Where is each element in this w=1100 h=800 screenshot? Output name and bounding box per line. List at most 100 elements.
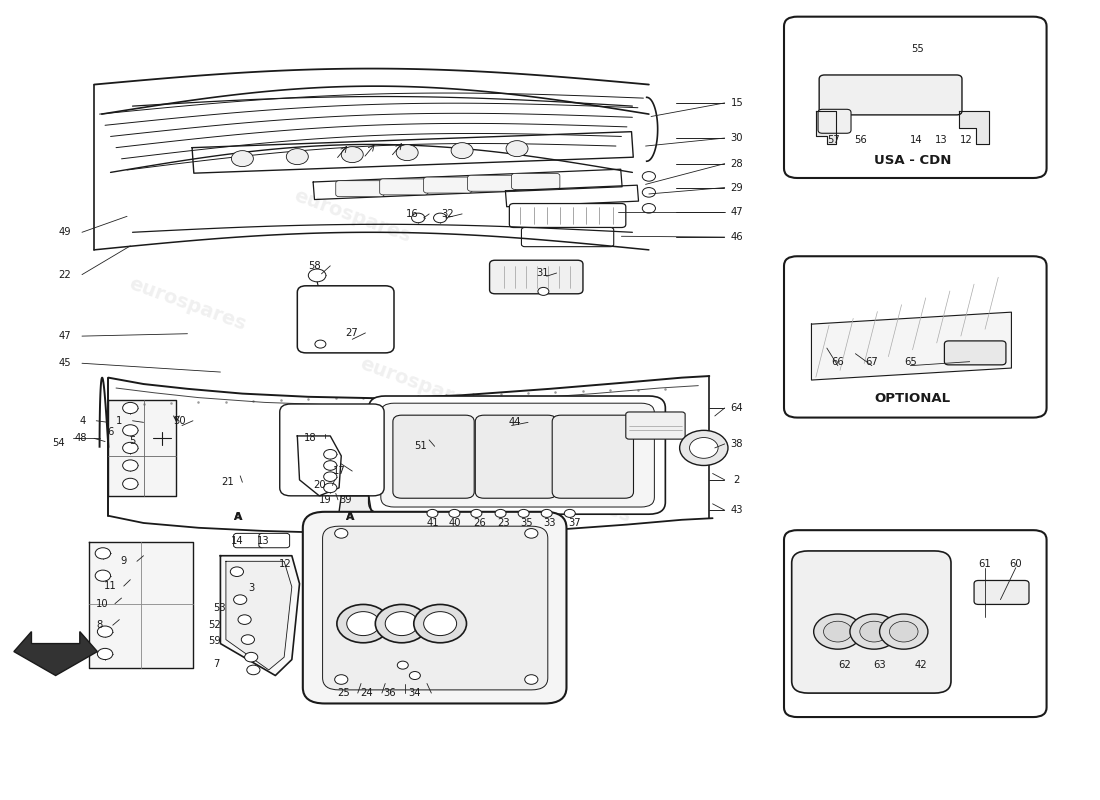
Circle shape — [230, 567, 243, 577]
FancyBboxPatch shape — [521, 227, 614, 246]
Text: 17: 17 — [332, 466, 345, 476]
Polygon shape — [812, 312, 1011, 380]
Circle shape — [315, 340, 326, 348]
Circle shape — [98, 626, 113, 637]
Text: 43: 43 — [730, 506, 743, 515]
Circle shape — [427, 510, 438, 518]
Text: A: A — [345, 511, 354, 522]
Circle shape — [850, 614, 899, 649]
Circle shape — [346, 612, 380, 635]
FancyBboxPatch shape — [368, 396, 666, 514]
Circle shape — [323, 472, 337, 482]
Circle shape — [849, 345, 862, 354]
FancyBboxPatch shape — [820, 75, 962, 115]
FancyBboxPatch shape — [784, 530, 1046, 717]
Circle shape — [334, 529, 348, 538]
Text: 59: 59 — [209, 636, 221, 646]
Circle shape — [495, 510, 506, 518]
Text: 53: 53 — [213, 602, 226, 613]
Text: 44: 44 — [508, 418, 521, 427]
Text: USA - CDN: USA - CDN — [873, 154, 952, 167]
Text: 36: 36 — [383, 688, 396, 698]
Circle shape — [978, 618, 992, 630]
Circle shape — [241, 634, 254, 644]
FancyBboxPatch shape — [475, 415, 557, 498]
Text: 65: 65 — [904, 357, 916, 366]
Text: 64: 64 — [730, 403, 744, 413]
Circle shape — [286, 149, 308, 165]
FancyBboxPatch shape — [279, 404, 384, 496]
Text: 32: 32 — [441, 209, 454, 219]
Text: 45: 45 — [58, 358, 70, 368]
Circle shape — [890, 112, 903, 122]
Circle shape — [824, 622, 852, 642]
Text: 51: 51 — [414, 442, 427, 451]
Text: 25: 25 — [337, 688, 350, 698]
Text: A: A — [346, 511, 354, 522]
FancyBboxPatch shape — [258, 534, 289, 548]
Circle shape — [424, 612, 456, 635]
FancyBboxPatch shape — [381, 403, 654, 507]
FancyBboxPatch shape — [818, 110, 851, 134]
Polygon shape — [816, 111, 836, 145]
Text: 42: 42 — [915, 660, 927, 670]
FancyBboxPatch shape — [302, 512, 566, 703]
Text: 20: 20 — [314, 481, 326, 490]
FancyBboxPatch shape — [379, 179, 428, 195]
Circle shape — [816, 129, 829, 138]
Text: eurospares: eurospares — [292, 186, 414, 246]
Circle shape — [818, 339, 836, 352]
FancyBboxPatch shape — [792, 551, 952, 693]
FancyBboxPatch shape — [552, 415, 634, 498]
Circle shape — [246, 665, 260, 674]
FancyBboxPatch shape — [424, 177, 472, 193]
Text: 38: 38 — [730, 439, 743, 449]
Text: 16: 16 — [406, 209, 419, 219]
FancyBboxPatch shape — [945, 341, 1005, 365]
Circle shape — [409, 671, 420, 679]
Text: 31: 31 — [536, 268, 549, 278]
Polygon shape — [226, 562, 292, 670]
Polygon shape — [89, 542, 192, 667]
Circle shape — [397, 661, 408, 669]
Circle shape — [979, 634, 991, 644]
Text: 9: 9 — [121, 556, 126, 566]
Text: 21: 21 — [222, 478, 234, 487]
Circle shape — [323, 450, 337, 459]
Text: 22: 22 — [58, 270, 70, 280]
Text: OPTIONAL: OPTIONAL — [874, 392, 950, 405]
Text: 62: 62 — [838, 660, 850, 670]
Text: 47: 47 — [730, 207, 744, 218]
Circle shape — [334, 674, 348, 684]
Text: 33: 33 — [543, 518, 557, 528]
Text: 34: 34 — [408, 688, 421, 698]
Text: 14: 14 — [910, 134, 922, 145]
Polygon shape — [959, 111, 989, 145]
Text: 2: 2 — [734, 475, 740, 485]
Text: 26: 26 — [473, 518, 486, 528]
Text: 30: 30 — [730, 133, 743, 143]
Text: 14: 14 — [231, 536, 243, 546]
Circle shape — [385, 612, 418, 635]
Polygon shape — [109, 400, 176, 496]
Text: 5: 5 — [130, 436, 135, 446]
Circle shape — [122, 442, 138, 454]
FancyBboxPatch shape — [784, 17, 1046, 178]
Text: 60: 60 — [1010, 558, 1022, 569]
Text: 24: 24 — [360, 688, 373, 698]
Circle shape — [471, 510, 482, 518]
FancyBboxPatch shape — [626, 412, 685, 439]
Text: 11: 11 — [104, 581, 117, 591]
Text: A: A — [234, 511, 242, 522]
Circle shape — [506, 141, 528, 157]
Text: 63: 63 — [873, 660, 886, 670]
Text: 48: 48 — [75, 434, 87, 443]
Text: 67: 67 — [866, 357, 878, 366]
Text: 39: 39 — [339, 495, 352, 505]
Text: eurospares: eurospares — [510, 466, 634, 526]
Text: eurospares: eurospares — [126, 274, 249, 334]
Text: 12: 12 — [279, 558, 292, 569]
Circle shape — [955, 614, 972, 626]
Text: 66: 66 — [832, 357, 844, 366]
FancyBboxPatch shape — [297, 286, 394, 353]
